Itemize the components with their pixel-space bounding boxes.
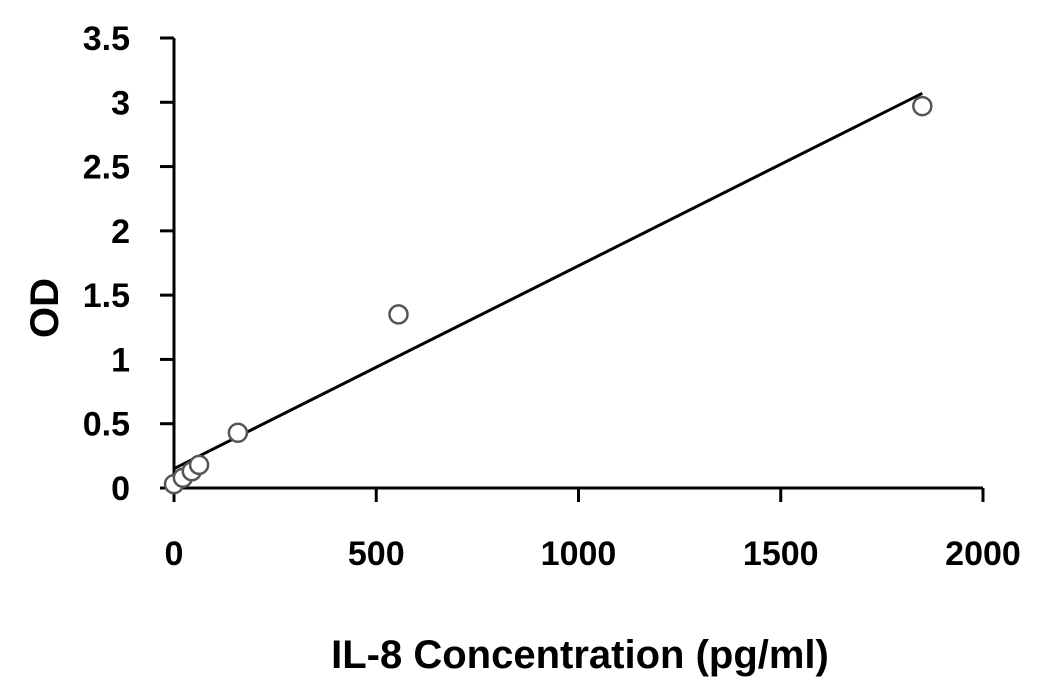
y-axis-ticks: 0 0.5 1 1.5 2 2.5 3 3.5 <box>83 20 174 508</box>
x-tick-label: 2000 <box>945 535 1021 573</box>
data-point <box>912 95 933 117</box>
data-point <box>388 304 409 325</box>
x-axis-title: IL-8 Concentration (pg/ml) <box>331 633 829 677</box>
y-tick-label: 0 <box>111 470 130 508</box>
y-tick-label: 0.5 <box>83 406 130 444</box>
y-tick-label: 1 <box>111 341 130 379</box>
y-tick-label: 3 <box>111 84 130 122</box>
y-axis-title: OD <box>23 278 67 338</box>
x-axis-ticks: 0 500 1000 1500 2000 <box>165 488 1021 573</box>
data-point <box>188 454 210 476</box>
data-point <box>227 422 249 443</box>
y-tick-label: 3.5 <box>83 20 130 58</box>
x-tick-label: 1500 <box>743 535 819 573</box>
data-points <box>163 95 933 495</box>
x-tick-label: 500 <box>348 535 405 573</box>
linear-trend-line <box>173 91 923 471</box>
x-tick-label: 1000 <box>541 535 617 573</box>
y-tick-label: 1.5 <box>83 277 130 315</box>
x-tick-label: 0 <box>165 535 184 573</box>
y-tick-label: 2.5 <box>83 149 130 187</box>
y-tick-label: 2 <box>111 213 130 251</box>
